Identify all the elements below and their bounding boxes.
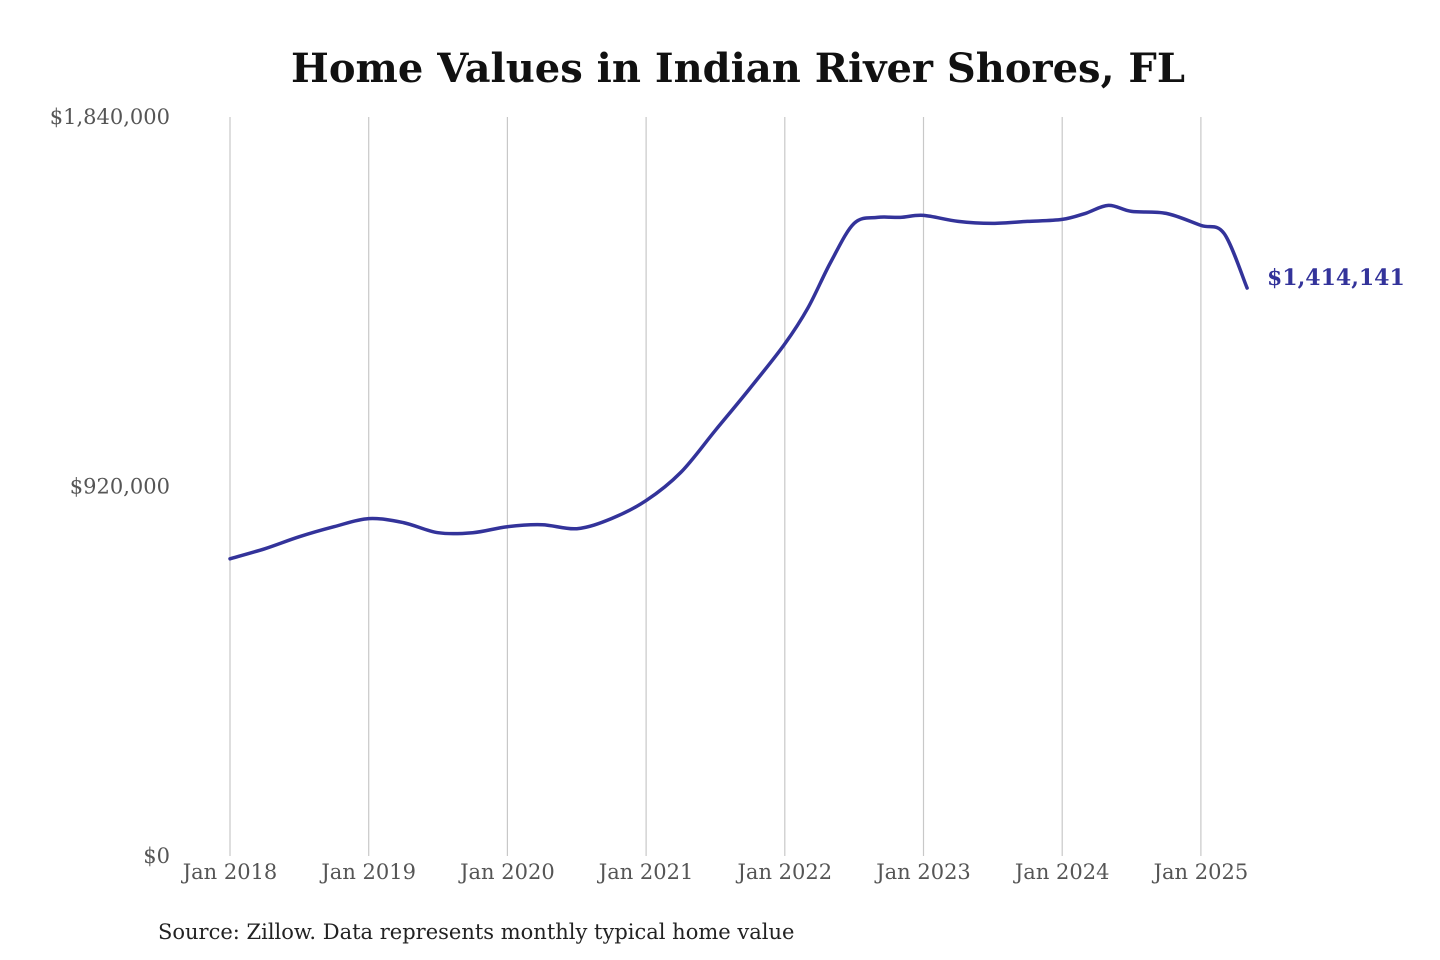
x-tick-label: Jan 2018: [181, 860, 278, 884]
y-tick-label: $920,000: [70, 475, 170, 499]
x-tick-label: Jan 2025: [1152, 860, 1249, 884]
y-axis-ticks: $0 $920,000 $1,840,000: [50, 105, 170, 868]
x-tick-label: Jan 2019: [319, 860, 416, 884]
x-tick-label: Jan 2020: [458, 860, 555, 884]
chart-title: Home Values in Indian River Shores, FL: [291, 45, 1185, 92]
x-tick-label: Jan 2024: [1013, 860, 1110, 884]
end-value-label: $1,414,141: [1267, 265, 1405, 291]
series-line-0: [228, 203, 1249, 561]
y-tick-label: $0: [143, 844, 170, 868]
y-tick-label: $1,840,000: [50, 105, 170, 129]
x-tick-label: Jan 2022: [736, 860, 833, 884]
x-tick-label: Jan 2023: [874, 860, 971, 884]
series-layer: [228, 203, 1249, 561]
source-note: Source: Zillow. Data represents monthly …: [158, 920, 794, 944]
x-tick-label: Jan 2021: [597, 860, 694, 884]
gridlines: [229, 117, 1202, 856]
x-axis-ticks: Jan 2018 Jan 2019 Jan 2020 Jan 2021 Jan 2022…: [181, 860, 1248, 884]
